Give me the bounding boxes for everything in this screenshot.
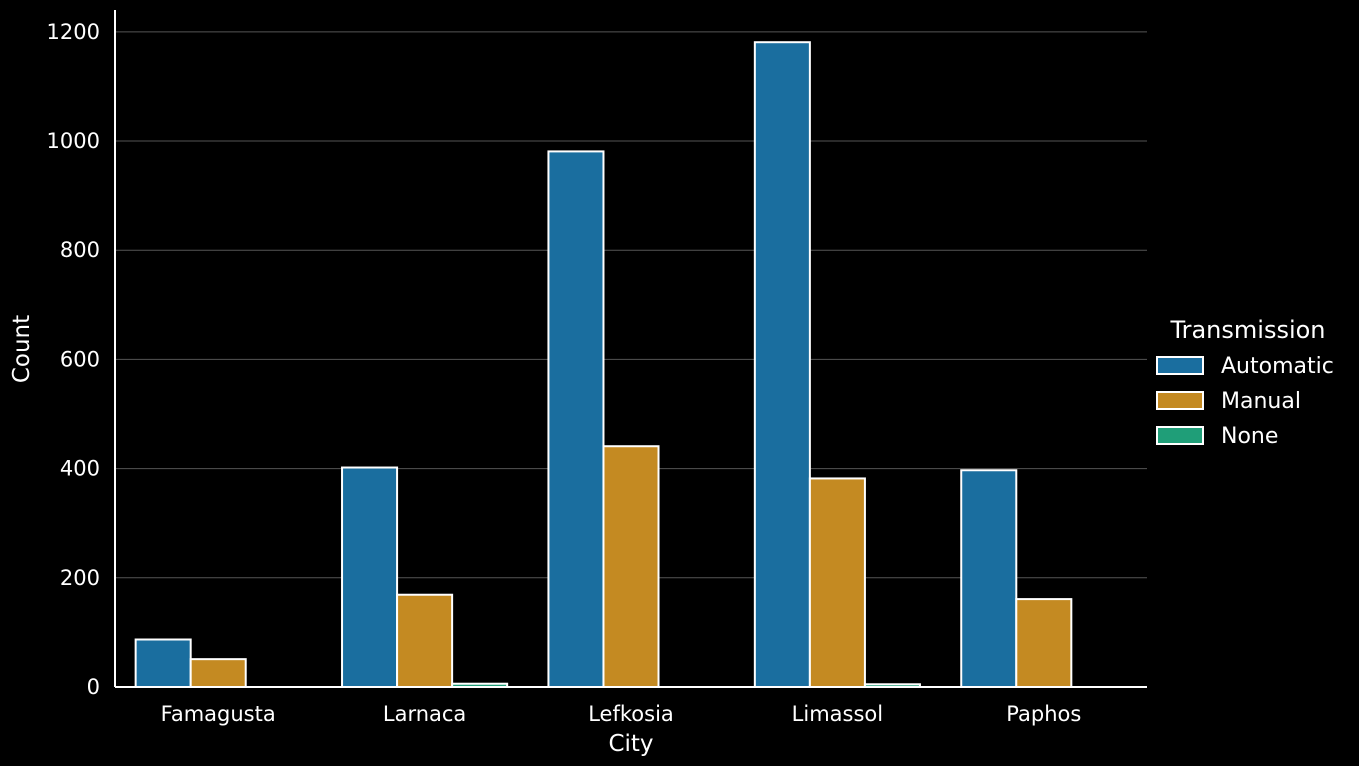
legend-swatch-none	[1156, 426, 1204, 445]
legend-swatch-manual	[1156, 391, 1204, 410]
legend-items: Automatic Manual None	[1156, 354, 1334, 449]
bar-lefkosia-automatic	[547, 150, 605, 688]
legend-swatch-automatic	[1156, 356, 1204, 375]
bar-limassol-manual	[808, 477, 866, 688]
y-axis-title: Count	[9, 315, 35, 383]
legend-title: Transmission	[1169, 316, 1325, 344]
bar-limassol-automatic	[753, 41, 811, 688]
bar-famagusta-manual	[189, 658, 247, 688]
bar-paphos-automatic	[960, 469, 1018, 688]
bar-lefkosia-manual	[602, 445, 660, 689]
legend-label-manual: Manual	[1221, 389, 1301, 414]
y-tick-label: 600	[60, 347, 100, 371]
legend: Transmission Automatic Manual None	[1156, 316, 1334, 449]
legend-label-automatic: Automatic	[1221, 354, 1334, 379]
y-tick-labels: 0 200 400 600 800 1000 1200	[47, 20, 100, 699]
bar-famagusta-automatic	[134, 638, 192, 688]
x-tick-labels: Famagusta Larnaca Lefkosia Limassol Paphos	[161, 702, 1082, 726]
legend-label-none: None	[1221, 424, 1278, 449]
axes	[114, 10, 1147, 688]
bar-larnaca-manual	[396, 593, 454, 688]
y-tick-label: 1000	[47, 129, 100, 153]
bar-paphos-manual	[1015, 598, 1073, 688]
x-tick-label: Larnaca	[383, 702, 466, 726]
bars	[134, 41, 1073, 689]
x-tick-label: Famagusta	[161, 702, 276, 726]
x-axis-title: City	[608, 731, 653, 757]
y-tick-label: 1200	[47, 20, 100, 44]
x-tick-label: Lefkosia	[588, 702, 674, 726]
y-tick-label: 800	[60, 238, 100, 262]
bar-larnaca-automatic	[341, 466, 399, 688]
x-tick-label: Limassol	[792, 702, 883, 726]
y-tick-label: 200	[60, 566, 100, 590]
y-tick-label: 400	[60, 457, 100, 481]
x-tick-label: Paphos	[1006, 702, 1081, 726]
y-tick-label: 0	[87, 675, 100, 699]
